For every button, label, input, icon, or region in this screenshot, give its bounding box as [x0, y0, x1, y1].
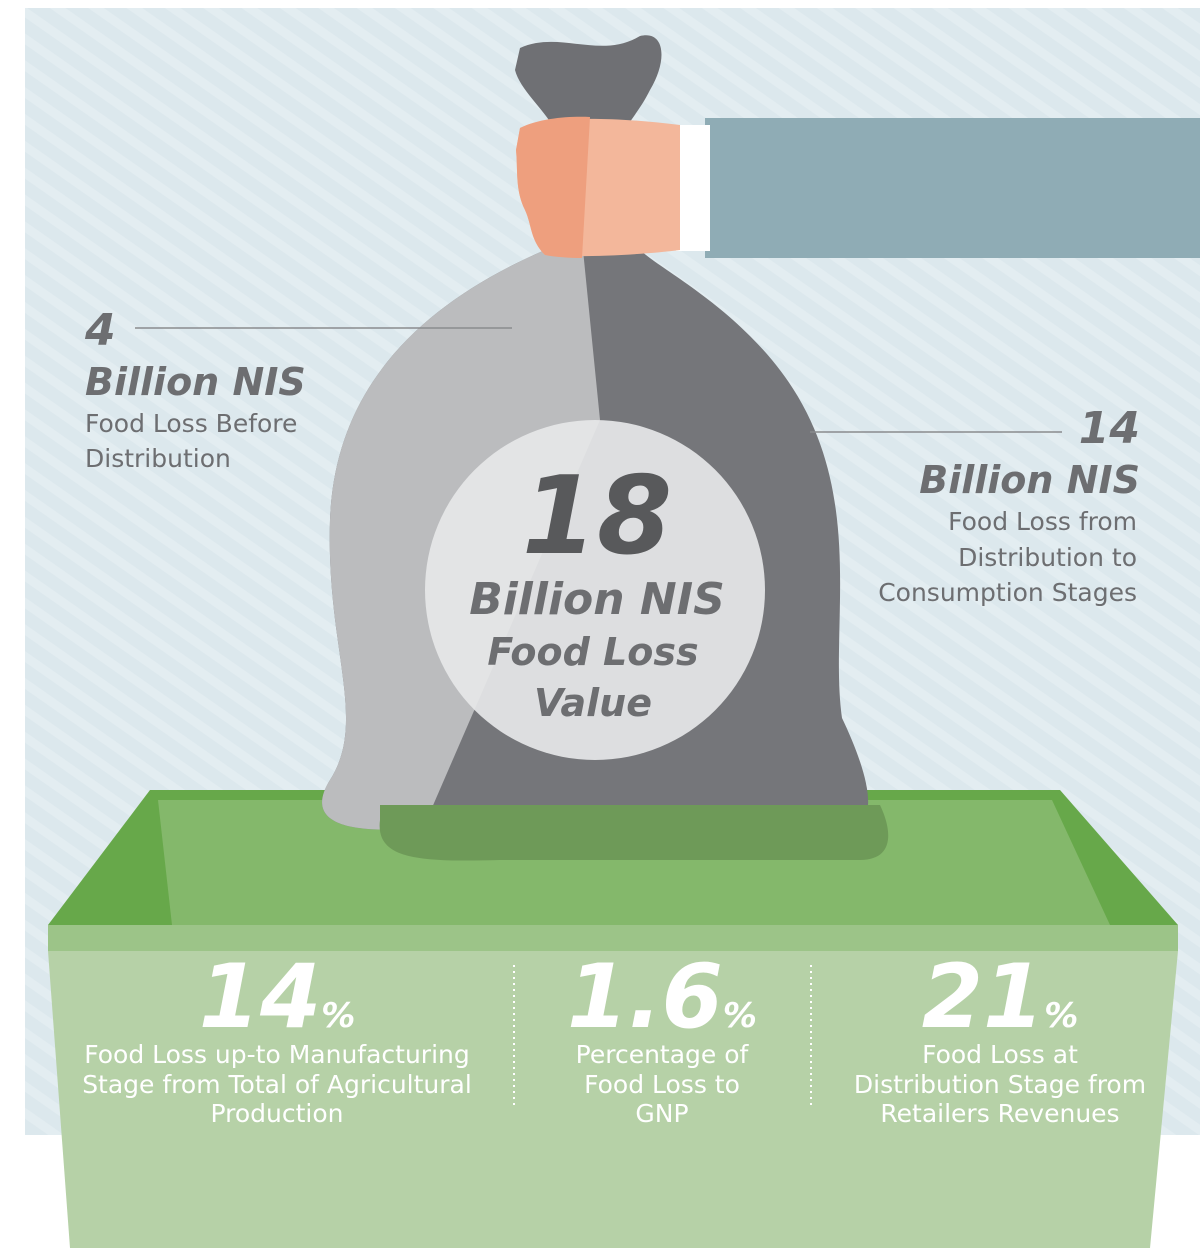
- box-front: [48, 951, 1178, 1248]
- stat-label: Distribution Stage from: [854, 1070, 1146, 1099]
- bag-shadow: [379, 805, 889, 861]
- center-circle: [425, 420, 765, 760]
- center-unit: Billion NIS: [469, 574, 725, 625]
- stat-label: Food Loss at: [922, 1040, 1078, 1069]
- stat-label: Stage from Total of Agricultural: [82, 1070, 472, 1099]
- stat-label: GNP: [635, 1099, 688, 1128]
- stat-value: 14%: [199, 945, 356, 1048]
- right-value: 14: [1079, 403, 1140, 454]
- center-value: 18: [522, 454, 672, 579]
- left-unit: Billion NIS: [85, 360, 306, 404]
- left-label: Food Loss Before: [85, 409, 297, 438]
- cuff: [676, 125, 710, 251]
- center-label: Value: [534, 681, 652, 725]
- right-label: Distribution to: [958, 543, 1137, 572]
- stat-number: 21: [922, 945, 1044, 1048]
- box-rim: [48, 925, 1178, 951]
- bag-knot: [515, 35, 662, 130]
- stat-value: 21%: [922, 945, 1079, 1048]
- right-label: Food Loss from: [948, 507, 1137, 536]
- stat-number: 1.6: [567, 945, 723, 1048]
- stat-unit: %: [321, 996, 355, 1036]
- sleeve: [705, 118, 1200, 258]
- stat-number: 14: [199, 945, 321, 1048]
- left-label: Distribution: [85, 444, 231, 473]
- stat-unit: %: [1044, 996, 1078, 1036]
- center-label: Food Loss: [487, 630, 698, 674]
- stat-value: 1.6%: [567, 945, 757, 1048]
- right-label: Consumption Stages: [878, 578, 1137, 607]
- left-value: 4: [84, 305, 116, 356]
- fingers: [516, 116, 590, 258]
- stat-unit: %: [723, 996, 757, 1036]
- stat-label: Food Loss to: [584, 1070, 740, 1099]
- stat-label: Retailers Revenues: [880, 1099, 1119, 1128]
- stat-label: Production: [210, 1099, 343, 1128]
- stat-label: Percentage of: [576, 1040, 750, 1069]
- right-unit: Billion NIS: [919, 458, 1140, 502]
- stat-label: Food Loss up-to Manufacturing: [84, 1040, 470, 1069]
